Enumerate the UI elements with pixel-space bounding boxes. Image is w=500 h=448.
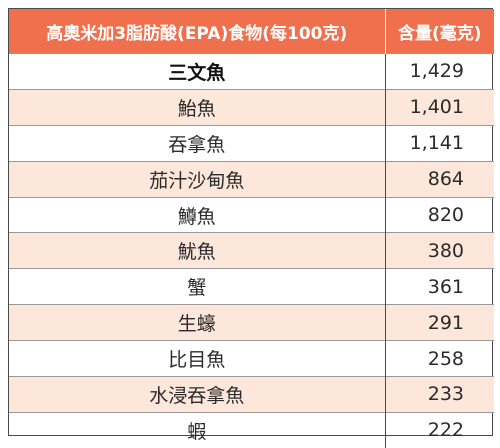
table-row: 蝦 222 — [9, 411, 494, 448]
epa-amount: 233 — [385, 376, 494, 413]
food-name: 茄汁沙甸魚 — [9, 160, 386, 198]
epa-amount: 864 — [385, 160, 494, 198]
food-name: 蝦 — [9, 411, 386, 448]
header-food: 高奧米加3脂肪酸(EPA)食物(每100克) — [9, 9, 386, 54]
food-name: 鮐魚 — [9, 88, 386, 126]
epa-amount: 1,401 — [385, 88, 494, 126]
epa-amount: 820 — [385, 196, 494, 233]
epa-food-table-container: 高奧米加3脂肪酸(EPA)食物(每100克) 含量(毫克) 三文魚 1,429 … — [8, 8, 494, 448]
food-name: 蟹 — [9, 268, 386, 305]
header-amount: 含量(毫克) — [385, 9, 494, 54]
food-name: 生蠔 — [9, 304, 386, 341]
table-row: 吞拿魚 1,141 — [9, 124, 494, 162]
table-row: 三文魚 1,429 — [9, 53, 494, 90]
epa-food-table: 高奧米加3脂肪酸(EPA)食物(每100克) 含量(毫克) 三文魚 1,429 … — [9, 9, 494, 448]
table-row: 水浸吞拿魚 233 — [9, 376, 494, 413]
table-header-row: 高奧米加3脂肪酸(EPA)食物(每100克) 含量(毫克) — [9, 9, 494, 54]
epa-amount: 222 — [385, 411, 494, 448]
epa-amount: 1,141 — [385, 124, 494, 162]
epa-amount: 361 — [385, 268, 494, 305]
food-name: 鱒魚 — [9, 196, 386, 233]
table-row: 比目魚 258 — [9, 340, 494, 377]
epa-amount: 258 — [385, 340, 494, 377]
table-row: 魷魚 380 — [9, 232, 494, 269]
food-name: 三文魚 — [9, 53, 386, 90]
table-row: 鮐魚 1,401 — [9, 88, 494, 126]
epa-amount: 380 — [385, 232, 494, 269]
food-name: 水浸吞拿魚 — [9, 376, 386, 413]
food-name: 吞拿魚 — [9, 124, 386, 162]
table-row: 蟹 361 — [9, 268, 494, 305]
food-name: 魷魚 — [9, 232, 386, 269]
epa-amount: 291 — [385, 304, 494, 341]
table-row: 茄汁沙甸魚 864 — [9, 160, 494, 198]
epa-amount: 1,429 — [385, 53, 494, 90]
food-name: 比目魚 — [9, 340, 386, 377]
table-row: 生蠔 291 — [9, 304, 494, 341]
table-row: 鱒魚 820 — [9, 196, 494, 233]
